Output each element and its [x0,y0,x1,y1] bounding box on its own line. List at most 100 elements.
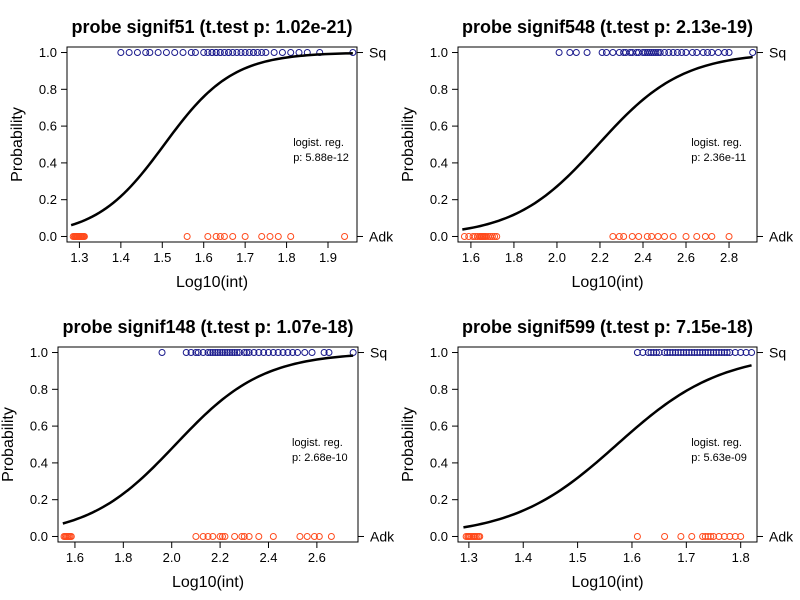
data-point [315,532,323,540]
x-axis: 1.6 1.8 2.0 2.2 2.4 2.6 [66,541,326,565]
data-point [237,49,245,57]
data-point [274,232,282,240]
x-axis-label: Log10(int) [571,274,643,291]
data-point [206,349,214,357]
x-axis: 1.6 1.8 2.0 2.2 2.4 2.6 2.8 [462,241,738,265]
data-point [656,49,664,57]
data-point [644,349,652,357]
logistic-curve [62,354,354,525]
data-point [737,532,745,540]
right-label-top: Sq [369,45,386,61]
y-tick-label: 0.8 [430,382,448,397]
data-point [731,532,739,540]
annotation-line-1: logist. reg. [691,437,742,449]
data-point [260,349,268,357]
data-point [682,349,690,357]
data-point [80,232,88,240]
data-point [748,349,756,357]
x-tick-label: 2.4 [259,550,277,565]
chart-panel-4: probe signif599 (t.test p: 7.15e-18)1.3 1… [400,317,794,591]
data-point [460,232,468,240]
series-adk [460,232,733,240]
y-tick-label: 0.2 [430,492,448,507]
data-point [243,349,251,357]
data-point [269,349,277,357]
data-point [216,232,224,240]
data-point [666,349,674,357]
data-point [725,232,733,240]
data-point [566,49,574,57]
x-tick-label: 1.3 [70,250,88,265]
data-point [609,49,617,57]
data-point [208,49,216,57]
data-point [699,532,707,540]
annotation-line-2: p: 2.36e-11 [691,152,746,164]
data-point [680,349,688,357]
y-tick-label: 0.4 [430,455,448,470]
y-tick-label: 0.0 [39,229,57,244]
data-point [133,49,141,57]
x-tick-label: 1.9 [319,250,337,265]
data-point [228,349,236,357]
right-label-bottom: Adk [369,228,394,244]
data-point [294,349,302,357]
y-tick-label: 0.8 [430,82,448,97]
data-point [262,49,270,57]
data-point [250,349,258,357]
data-point [194,349,202,357]
x-tick-label: 2.4 [634,250,652,265]
data-point [199,349,207,357]
y-axis-label: Probability [9,107,26,182]
data-point [255,349,263,357]
data-point [669,49,677,57]
data-point [682,232,690,240]
data-point [678,49,686,57]
data-point [214,349,222,357]
data-point [655,349,663,357]
data-point [701,349,709,357]
data-point [648,232,656,240]
data-point [701,532,709,540]
logistic-curve [462,55,753,231]
x-tick-label: 2.6 [308,550,326,565]
data-point [620,232,628,240]
annotation-line-1: logist. reg. [293,137,344,149]
x-tick-label: 1.7 [236,250,254,265]
data-point [154,49,162,57]
x-tick-label: 1.7 [677,550,695,565]
data-point [162,49,170,57]
x-tick-label: 1.8 [505,250,523,265]
right-axis: Sq Adk [757,45,794,244]
data-point [171,49,179,57]
data-point [325,349,333,357]
y-tick-label: 0.8 [39,82,57,97]
y-tick-label: 0.6 [30,419,48,434]
data-point [192,349,200,357]
data-point [661,49,669,57]
data-point [223,349,231,357]
x-axis: 1.3 1.4 1.5 1.6 1.7 1.8 1.9 [70,241,337,265]
data-point [615,232,623,240]
data-point [266,232,274,240]
data-point [669,349,677,357]
data-point [723,349,731,357]
data-point [699,49,707,57]
right-label-bottom: Adk [769,528,794,544]
data-point [693,349,701,357]
data-point [231,349,239,357]
data-point [241,232,249,240]
y-axis: 0.0 0.2 0.4 0.6 0.8 1.0 [430,45,458,244]
data-point [142,49,150,57]
data-point [721,49,729,57]
y-tick-label: 0.8 [30,382,48,397]
data-point [712,349,720,357]
right-label-bottom: Adk [370,528,395,544]
data-point [216,49,224,57]
annotation-line-2: p: 5.88e-12 [293,152,349,164]
data-point [710,532,718,540]
data-point [708,49,716,57]
chart-title: probe signif548 (t.test p: 2.13e-19) [462,17,753,37]
data-point [731,349,739,357]
regression-annotation: logist. reg. p: 5.88e-12 [293,137,349,164]
data-point [715,532,723,540]
